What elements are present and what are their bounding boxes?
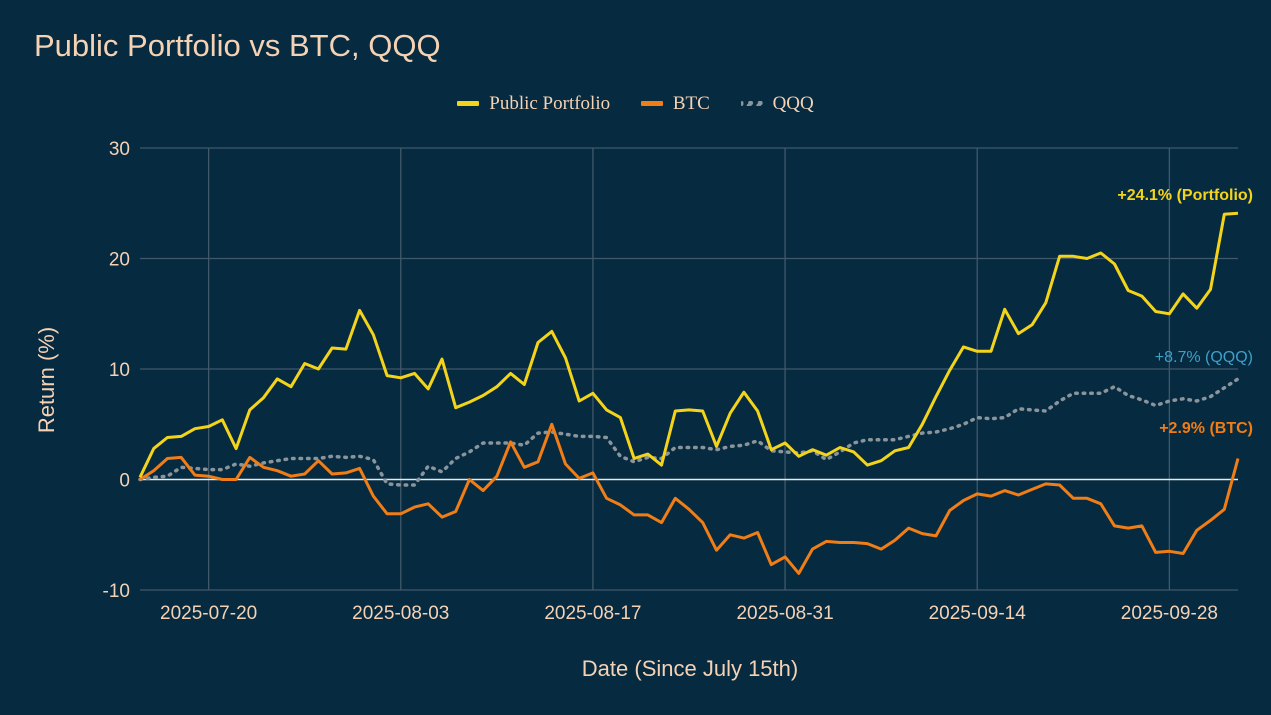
btc-line (139, 422, 1240, 575)
legend-item-portfolio[interactable]: Public Portfolio (457, 93, 610, 115)
gridlines (140, 147, 1238, 591)
x-tick-label: 2025-07-20 (160, 603, 257, 624)
y-tick-label: 10 (109, 360, 130, 381)
x-tick-label: 2025-08-17 (544, 603, 641, 624)
y-axis-label: Return (%) (34, 326, 59, 434)
axis-ticks: -10 0 10 20 30 2025-07-20 2025-08-03 2025-08-17… (103, 139, 1218, 624)
annotation-btc: +2.9% (BTC) (1159, 420, 1253, 437)
legend-label-portfolio: Public Portfolio (489, 92, 611, 114)
y-tick-label: 0 (119, 471, 130, 492)
x-tick-label: 2025-09-14 (929, 603, 1027, 624)
legend-swatch-portfolio (457, 101, 480, 106)
x-tick-label: 2025-08-31 (736, 603, 833, 624)
y-tick-label: -10 (103, 581, 130, 602)
annotation-qqq: +8.7% (QQQ) (1155, 349, 1253, 366)
portfolio-line (138, 211, 1239, 478)
chart-title: Public Portfolio vs BTC, QQQ (34, 28, 441, 63)
legend-label-qqq: QQQ (772, 92, 814, 114)
qqq-line (138, 377, 1240, 487)
legend: Public Portfolio BTC QQQ (0, 90, 1271, 115)
legend-swatch-qqq (740, 101, 763, 106)
y-tick-label: 20 (109, 250, 130, 271)
legend-item-qqq[interactable]: QQQ (740, 92, 814, 115)
legend-item-btc[interactable]: BTC (640, 92, 710, 115)
annotation-public-portfolio: +24.1% (Portfolio) (1117, 187, 1253, 204)
x-tick-label: 2025-09-28 (1121, 603, 1218, 624)
end-annotations: +24.1% (Portfolio) +8.7% (QQQ) +2.9% (BTC) (1117, 187, 1253, 437)
series-lines (138, 211, 1240, 575)
x-axis-label: Date (Since July 15th) (581, 656, 799, 681)
legend-swatch-btc (640, 101, 663, 106)
legend-label-btc: BTC (672, 92, 710, 114)
y-tick-label: 30 (109, 139, 130, 160)
x-tick-label: 2025-08-03 (352, 603, 449, 624)
